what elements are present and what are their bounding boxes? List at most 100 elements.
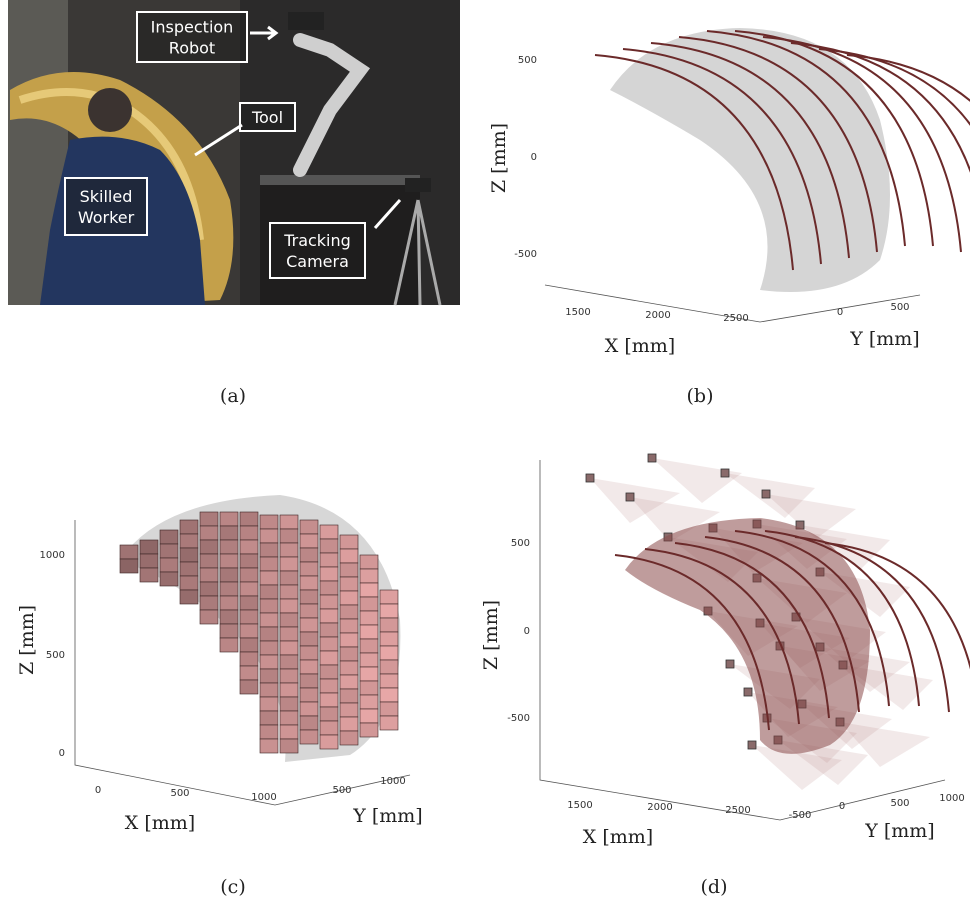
- voxel: [340, 633, 358, 647]
- z-axis-label: Z [mm]: [488, 123, 510, 193]
- photo-label: Inspection: [151, 18, 234, 37]
- voxel: [280, 585, 298, 599]
- camera: [762, 490, 770, 498]
- voxel: [260, 529, 278, 543]
- voxel: [380, 646, 398, 660]
- voxel: [360, 667, 378, 681]
- camera: [721, 469, 729, 477]
- voxel: [300, 702, 318, 716]
- voxel: [240, 554, 258, 568]
- x-tick-label: 1500: [565, 307, 590, 318]
- voxel: [180, 590, 198, 604]
- voxel: [300, 730, 318, 744]
- voxel: [280, 599, 298, 613]
- voxel: [220, 596, 238, 610]
- x-tick-label: 2000: [647, 802, 672, 813]
- voxel: [340, 619, 358, 633]
- voxel: [360, 723, 378, 737]
- voxel: [380, 590, 398, 604]
- y-tick-label: 1000: [939, 793, 964, 804]
- z-tick-label: 500: [511, 538, 530, 549]
- z-tick-label: -500: [507, 713, 530, 724]
- voxel: [280, 529, 298, 543]
- voxel: [360, 709, 378, 723]
- voxel: [300, 716, 318, 730]
- z-tick-label: 0: [524, 626, 530, 637]
- z-tick-label: 0: [531, 152, 537, 163]
- voxel: [240, 652, 258, 666]
- voxel: [300, 674, 318, 688]
- voxel: [280, 571, 298, 585]
- voxel: [320, 553, 338, 567]
- photo-label: Robot: [169, 39, 215, 58]
- voxel: [260, 697, 278, 711]
- voxel: [360, 625, 378, 639]
- voxel: [180, 548, 198, 562]
- voxel: [180, 562, 198, 576]
- voxel: [280, 711, 298, 725]
- y-tick-label: 0: [837, 307, 843, 318]
- voxel: [200, 512, 218, 526]
- voxel: [260, 739, 278, 753]
- voxel: [380, 674, 398, 688]
- voxel: [340, 717, 358, 731]
- voxel: [260, 571, 278, 585]
- voxel: [280, 683, 298, 697]
- voxel: [340, 703, 358, 717]
- voxel: [240, 596, 258, 610]
- x-tick-label: 2500: [725, 805, 750, 816]
- voxel: [340, 563, 358, 577]
- voxel: [160, 544, 178, 558]
- voxel: [320, 609, 338, 623]
- voxel: [320, 637, 338, 651]
- voxel: [200, 540, 218, 554]
- y-tick-label: 500: [332, 785, 351, 796]
- voxel: [320, 679, 338, 693]
- voxel: [240, 526, 258, 540]
- voxel: [300, 534, 318, 548]
- voxel: [240, 512, 258, 526]
- z-tick-label: 1000: [40, 550, 65, 561]
- voxel: [260, 557, 278, 571]
- voxel: [320, 721, 338, 735]
- photo-label: Tool: [251, 108, 283, 127]
- camera: [648, 454, 656, 462]
- voxel: [260, 543, 278, 557]
- voxel: [220, 624, 238, 638]
- voxel: [280, 669, 298, 683]
- y-tick-label: 500: [890, 798, 909, 809]
- voxel: [260, 515, 278, 529]
- plot-b: [545, 28, 970, 322]
- figure: InspectionRobotToolSkilledWorkerTracking…: [0, 0, 970, 906]
- voxel: [300, 562, 318, 576]
- voxel: [380, 716, 398, 730]
- photo-label: Skilled: [80, 187, 133, 206]
- z-tick-label: 500: [518, 55, 537, 66]
- voxel: [140, 540, 158, 554]
- voxel: [300, 548, 318, 562]
- voxel: [360, 695, 378, 709]
- z-tick-label: -500: [514, 249, 537, 260]
- voxel: [340, 731, 358, 745]
- voxel: [320, 623, 338, 637]
- voxel: [200, 582, 218, 596]
- caption: (c): [220, 876, 245, 898]
- plot-c: [75, 495, 410, 805]
- voxel: [220, 568, 238, 582]
- voxel: [120, 545, 138, 559]
- voxel: [220, 512, 238, 526]
- voxel: [260, 669, 278, 683]
- voxel: [280, 613, 298, 627]
- z-axis-label: Z [mm]: [480, 600, 502, 670]
- voxel: [140, 554, 158, 568]
- voxel: [160, 558, 178, 572]
- voxel: [360, 639, 378, 653]
- voxel: [240, 582, 258, 596]
- voxel: [380, 702, 398, 716]
- voxel: [280, 515, 298, 529]
- photo-label: Worker: [78, 208, 135, 227]
- voxel: [200, 554, 218, 568]
- photo-label: Camera: [286, 252, 349, 271]
- voxel: [380, 632, 398, 646]
- voxel: [340, 605, 358, 619]
